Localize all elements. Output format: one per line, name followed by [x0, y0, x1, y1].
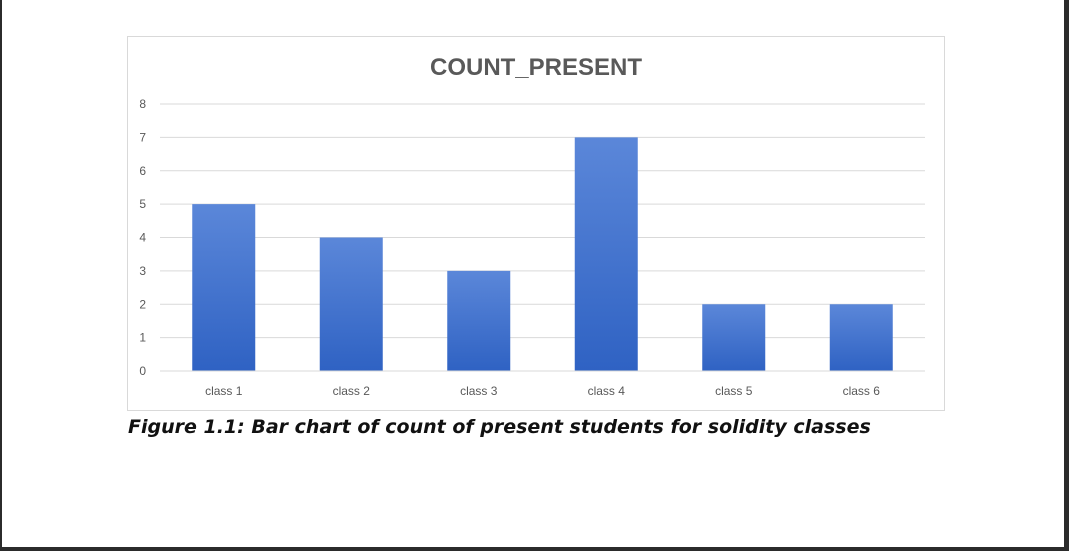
- y-tick-label: 2: [139, 297, 146, 311]
- chart-area: [127, 36, 945, 411]
- x-tick-label: class 5: [715, 384, 753, 398]
- bar-class-3: [447, 270, 511, 371]
- x-tick-label: class 4: [588, 384, 626, 398]
- bar-class-4: [574, 137, 638, 371]
- bar-class-6: [829, 304, 893, 371]
- y-tick-label: 5: [139, 197, 146, 211]
- bar-class-5: [702, 304, 766, 371]
- y-tick-label: 6: [139, 164, 146, 178]
- x-tick-label: class 6: [843, 384, 881, 398]
- bar-class-2: [319, 237, 383, 371]
- y-tick-label: 7: [139, 130, 146, 144]
- bar-class-1: [192, 204, 256, 371]
- y-tick-label: 3: [139, 264, 146, 278]
- y-tick-label: 1: [139, 331, 146, 345]
- figure-caption: Figure 1.1: Bar chart of count of presen…: [128, 416, 871, 438]
- y-tick-label: 8: [139, 97, 146, 111]
- chart-title: COUNT_PRESENT: [430, 54, 642, 81]
- x-tick-label: class 1: [205, 384, 243, 398]
- y-tick-label: 4: [139, 231, 146, 245]
- y-tick-label: 0: [139, 364, 146, 378]
- x-tick-label: class 2: [333, 384, 371, 398]
- x-tick-label: class 3: [460, 384, 498, 398]
